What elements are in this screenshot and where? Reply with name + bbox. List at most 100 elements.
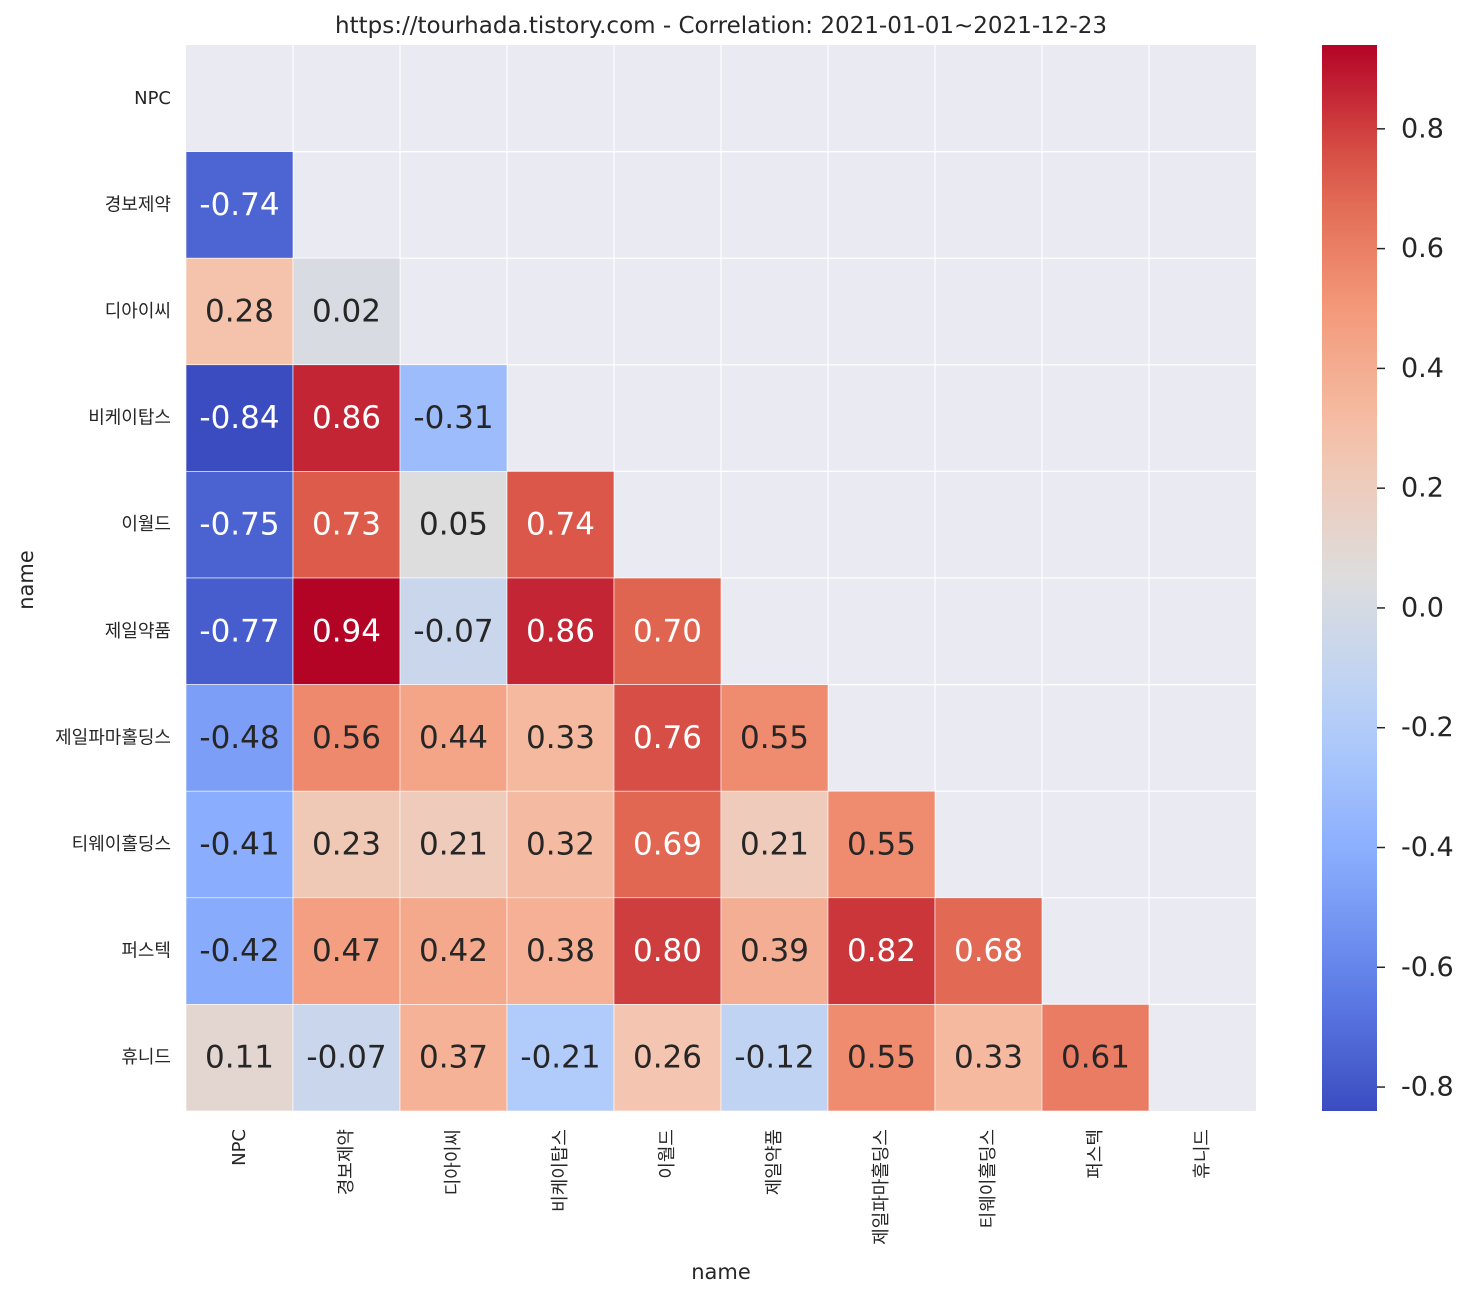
heatmap-cell xyxy=(399,577,508,685)
cell-value-label: -0.07 xyxy=(413,613,493,649)
heatmap-cell xyxy=(185,1004,294,1112)
cell-value-label: 0.86 xyxy=(312,400,381,436)
cell-value-label: 0.94 xyxy=(312,613,381,649)
x-axis-label: name xyxy=(691,1260,751,1284)
y-tick-label: 디아이씨 xyxy=(105,301,171,322)
cell-value-label: 0.56 xyxy=(312,720,381,756)
colorbar-tick-label: -0.6 xyxy=(1401,952,1454,983)
cell-value-label: 0.74 xyxy=(526,507,595,543)
cell-value-label: 0.21 xyxy=(419,827,488,863)
cell-value-label: -0.41 xyxy=(199,827,279,863)
cell-value-label: 0.21 xyxy=(740,827,809,863)
heatmap-cell xyxy=(185,790,294,899)
y-tick-label: 비케이탑스 xyxy=(88,408,171,429)
cell-value-label: -0.48 xyxy=(199,720,279,756)
heatmap-cell xyxy=(934,1004,1043,1112)
cell-value-label: 0.69 xyxy=(633,827,702,863)
heatmap-cell xyxy=(827,1004,936,1112)
cell-value-label: 0.55 xyxy=(847,1040,916,1076)
heatmap-cell xyxy=(613,897,722,1005)
cell-value-label: -0.75 xyxy=(199,507,279,543)
colorbar-ticks: 0.8 0.6 0.4 0.2 0.0 -0.2 -0.4 -0.6 -0.8 xyxy=(1377,113,1454,1103)
cell-value-label: 0.68 xyxy=(954,933,1023,969)
heatmap-cell xyxy=(506,1004,615,1112)
heatmap-cell xyxy=(506,577,615,685)
cell-value-label: 0.11 xyxy=(205,1040,274,1076)
chart-title: https://tourhada.tistory.com - Correlati… xyxy=(335,13,1107,39)
heatmap-cell xyxy=(185,897,294,1005)
x-tick-label: NPC xyxy=(229,1129,250,1166)
colorbar xyxy=(1322,45,1377,1111)
heatmap-cell xyxy=(292,684,401,792)
heatmap-cell xyxy=(1041,1004,1150,1112)
colorbar-tick-label: 0.6 xyxy=(1401,233,1444,264)
cell-value-label: 0.39 xyxy=(740,933,809,969)
cell-value-label: -0.84 xyxy=(199,400,279,436)
cell-value-label: 0.80 xyxy=(633,933,702,969)
y-tick-labels: NPC 경보제약디아이씨비케이탑스이월드제일약품제일파마홀딩스티웨이홀딩스퍼스텍휴… xyxy=(55,88,171,1068)
cell-value-label: -0.42 xyxy=(199,933,279,969)
heatmap-cells xyxy=(185,151,1150,1112)
cell-value-label: -0.31 xyxy=(413,400,493,436)
cell-value-label: 0.26 xyxy=(633,1040,702,1076)
colorbar-tick-label: 0.4 xyxy=(1401,353,1444,384)
x-tick-labels: NPC 경보제약 디아이씨 비케이탑스 이월드 제일약품 제일파마홀딩스 티웨이홀딩스 퍼스텍 휴… xyxy=(229,1129,1213,1245)
y-axis-label: name xyxy=(14,550,38,610)
cell-value-label: -0.07 xyxy=(306,1040,386,1076)
heatmap-cell xyxy=(399,684,508,792)
heatmap-cell xyxy=(185,684,294,792)
y-tick-label: 제일파마홀딩스 xyxy=(55,727,171,748)
heatmap-cell xyxy=(613,790,722,899)
cell-value-label: 0.47 xyxy=(312,933,381,969)
heatmap-cell xyxy=(292,577,401,685)
x-tick-label: 티웨이홀딩스 xyxy=(978,1129,999,1228)
heatmap-cell xyxy=(292,897,401,1005)
heatmap-cell xyxy=(720,897,829,1005)
y-tick-label: 이월드 xyxy=(121,514,171,535)
heatmap-cell xyxy=(613,684,722,792)
cell-value-label: 0.82 xyxy=(847,933,916,969)
y-tick-label: 퍼스텍 xyxy=(121,941,171,962)
heatmap-cell xyxy=(185,151,294,259)
heatmap-cell xyxy=(399,1004,508,1112)
cell-value-label: 0.38 xyxy=(526,933,595,969)
y-tick-label: 휴니드 xyxy=(121,1047,171,1068)
heatmap-cell xyxy=(292,1004,401,1112)
x-tick-label: 휴니드 xyxy=(1192,1129,1213,1179)
heatmap-cell xyxy=(399,471,508,579)
colorbar-tick-label: 0.2 xyxy=(1401,473,1444,504)
cell-value-label: 0.23 xyxy=(312,827,381,863)
heatmap-cell xyxy=(185,577,294,685)
cell-value-label: 0.70 xyxy=(633,613,702,649)
cell-value-label: 0.37 xyxy=(419,1040,488,1076)
y-tick-label: 티웨이홀딩스 xyxy=(72,834,171,855)
heatmap-cell xyxy=(185,364,294,472)
heatmap-cell xyxy=(399,790,508,899)
colorbar-tick-label: -0.8 xyxy=(1401,1072,1454,1103)
heatmap-cell xyxy=(613,577,722,685)
cell-value-label: -0.21 xyxy=(520,1040,600,1076)
colorbar-tick-label: 0.8 xyxy=(1401,113,1444,144)
cell-value-label: 0.44 xyxy=(419,720,488,756)
heatmap-cell xyxy=(292,257,401,366)
x-tick-label: 퍼스텍 xyxy=(1085,1129,1106,1179)
heatmap-cell xyxy=(506,897,615,1005)
x-tick-label: 제일파마홀딩스 xyxy=(871,1129,892,1245)
cell-value-label: 0.55 xyxy=(847,827,916,863)
colorbar-tick-label: -0.4 xyxy=(1401,832,1454,863)
heatmap-cell xyxy=(613,1004,722,1112)
heatmap-cell xyxy=(720,684,829,792)
x-tick-label: 이월드 xyxy=(657,1129,678,1179)
heatmap-cell xyxy=(506,471,615,579)
cell-value-label: 0.32 xyxy=(526,827,595,863)
cell-value-label: 0.33 xyxy=(526,720,595,756)
x-tick-label: 디아이씨 xyxy=(443,1129,464,1195)
cell-value-labels: -0.74 0.28 0.02 -0.84 0.86 -0.31 -0.75 0.73 0.05… xyxy=(199,187,1130,1076)
heatmap-cell xyxy=(720,1004,829,1112)
heatmap-cell xyxy=(827,897,936,1005)
cell-value-label: 0.61 xyxy=(1061,1040,1130,1076)
cell-value-label: -0.12 xyxy=(734,1040,814,1076)
heatmap-cell xyxy=(292,471,401,579)
x-tick-label: 경보제약 xyxy=(336,1129,357,1195)
